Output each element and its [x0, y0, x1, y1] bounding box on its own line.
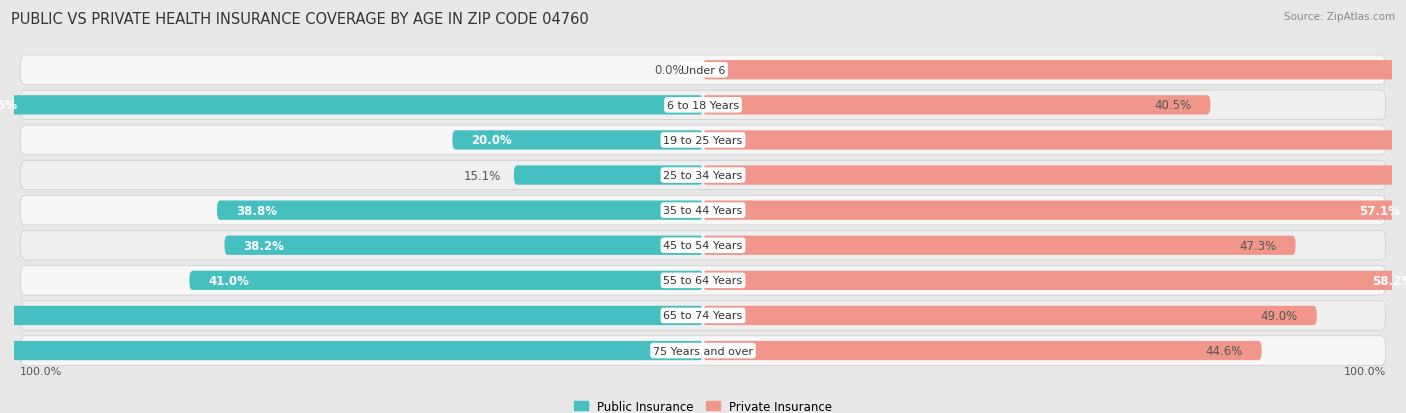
FancyBboxPatch shape	[703, 306, 1317, 325]
Text: 44.6%: 44.6%	[1205, 344, 1243, 357]
FancyBboxPatch shape	[20, 196, 1386, 225]
FancyBboxPatch shape	[703, 341, 1261, 360]
FancyBboxPatch shape	[20, 56, 1386, 85]
Text: 40.5%: 40.5%	[1154, 99, 1191, 112]
Text: 20.0%: 20.0%	[471, 134, 512, 147]
Legend: Public Insurance, Private Insurance: Public Insurance, Private Insurance	[569, 395, 837, 413]
FancyBboxPatch shape	[20, 301, 1386, 330]
FancyBboxPatch shape	[20, 266, 1386, 295]
Text: 47.3%: 47.3%	[1240, 239, 1277, 252]
Text: 25 to 34 Years: 25 to 34 Years	[664, 171, 742, 180]
Text: 49.0%: 49.0%	[1261, 309, 1298, 322]
Text: 55 to 64 Years: 55 to 64 Years	[664, 275, 742, 286]
FancyBboxPatch shape	[703, 236, 1295, 255]
Text: 58.2%: 58.2%	[1372, 274, 1406, 287]
Text: PUBLIC VS PRIVATE HEALTH INSURANCE COVERAGE BY AGE IN ZIP CODE 04760: PUBLIC VS PRIVATE HEALTH INSURANCE COVER…	[11, 12, 589, 27]
Text: 75 Years and over: 75 Years and over	[652, 346, 754, 356]
Text: 15.1%: 15.1%	[464, 169, 502, 182]
FancyBboxPatch shape	[0, 306, 703, 325]
Text: 100.0%: 100.0%	[20, 366, 63, 376]
FancyBboxPatch shape	[20, 126, 1386, 155]
Text: 100.0%: 100.0%	[1343, 366, 1386, 376]
Text: 35 to 44 Years: 35 to 44 Years	[664, 206, 742, 216]
FancyBboxPatch shape	[703, 61, 1406, 80]
FancyBboxPatch shape	[20, 231, 1386, 260]
FancyBboxPatch shape	[703, 271, 1406, 290]
Text: 38.2%: 38.2%	[243, 239, 284, 252]
Text: 0.0%: 0.0%	[655, 64, 685, 77]
FancyBboxPatch shape	[20, 161, 1386, 190]
FancyBboxPatch shape	[0, 96, 703, 115]
FancyBboxPatch shape	[20, 336, 1386, 366]
Text: 45 to 54 Years: 45 to 54 Years	[664, 241, 742, 251]
FancyBboxPatch shape	[703, 131, 1406, 150]
FancyBboxPatch shape	[0, 341, 703, 360]
Text: 19 to 25 Years: 19 to 25 Years	[664, 135, 742, 146]
FancyBboxPatch shape	[703, 201, 1406, 220]
Text: 57.1%: 57.1%	[1358, 204, 1399, 217]
Text: 6 to 18 Years: 6 to 18 Years	[666, 101, 740, 111]
FancyBboxPatch shape	[225, 236, 703, 255]
FancyBboxPatch shape	[703, 96, 1211, 115]
FancyBboxPatch shape	[453, 131, 703, 150]
Text: Source: ZipAtlas.com: Source: ZipAtlas.com	[1284, 12, 1395, 22]
FancyBboxPatch shape	[513, 166, 703, 185]
Text: 38.8%: 38.8%	[236, 204, 277, 217]
Text: 59.5%: 59.5%	[0, 99, 18, 112]
Text: Under 6: Under 6	[681, 66, 725, 76]
FancyBboxPatch shape	[20, 91, 1386, 120]
Text: 41.0%: 41.0%	[208, 274, 249, 287]
FancyBboxPatch shape	[703, 166, 1406, 185]
FancyBboxPatch shape	[190, 271, 703, 290]
Text: 65 to 74 Years: 65 to 74 Years	[664, 311, 742, 320]
FancyBboxPatch shape	[217, 201, 703, 220]
